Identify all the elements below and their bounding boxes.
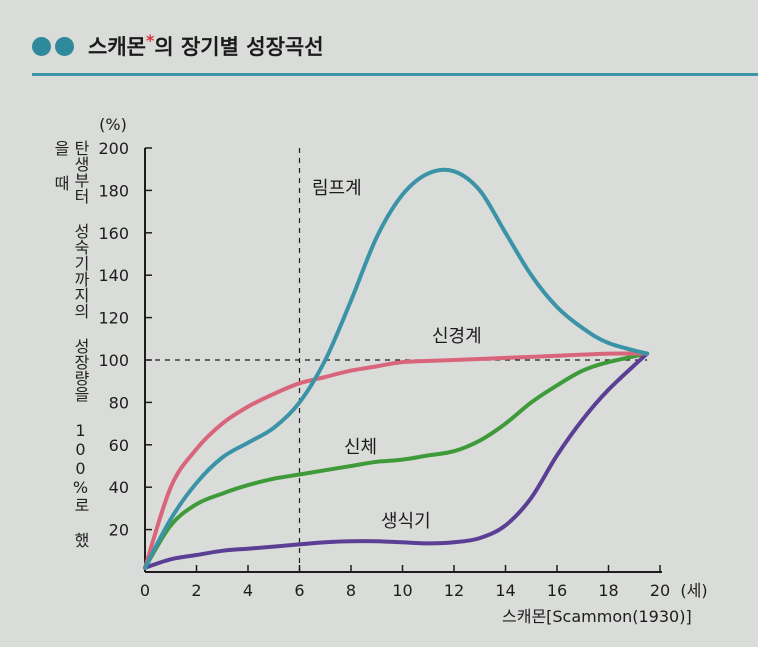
y-tick-label: 60 <box>109 436 129 455</box>
nerve-label: 신경계 <box>432 326 482 347</box>
bullet-dot-icon <box>32 36 51 56</box>
lymph-line <box>143 167 650 570</box>
x-tick-label: 18 <box>598 581 618 600</box>
y-tick-label: 100 <box>98 351 129 370</box>
body-line <box>143 351 650 570</box>
x-tick-label: 12 <box>444 581 464 600</box>
y-tick-label: 160 <box>98 224 129 243</box>
nerve-line <box>143 351 650 570</box>
chart-header: 스캐몬*의 장기별 성장곡선 <box>32 30 324 62</box>
x-tick-label: 10 <box>392 581 412 600</box>
y-axis-label-wrap: 탄생부터 성숙기까지의 성장량을 100%로 했을 때 <box>50 140 90 560</box>
x-unit-label: (세) <box>680 581 707 600</box>
y-tick-label: 80 <box>109 393 129 412</box>
y-unit-label: (%) <box>99 115 127 134</box>
x-tick-label: 6 <box>294 581 304 600</box>
y-tick-label: 200 <box>98 139 129 158</box>
y-tick-label: 120 <box>98 309 129 328</box>
bullet-dot-icon <box>55 36 74 56</box>
y-tick-label: 20 <box>109 521 129 540</box>
chart-title: 스캐몬*의 장기별 성장곡선 <box>88 31 324 59</box>
lymph-label: 림프계 <box>312 178 362 199</box>
repro-label: 생식기 <box>381 511 431 532</box>
x-tick-label: 8 <box>346 581 356 600</box>
y-tick-label: 140 <box>98 266 129 285</box>
x-tick-label: 20 <box>650 581 670 600</box>
x-tick-label: 0 <box>140 581 150 600</box>
x-tick-label: 14 <box>495 581 515 600</box>
x-tick-label: 4 <box>243 581 253 600</box>
header-divider <box>32 73 758 76</box>
y-axis-label: 탄생부터 성숙기까지의 성장량을 100%로 했을 때 <box>51 140 90 548</box>
body-label: 신체 <box>344 437 377 458</box>
x-tick-label: 16 <box>547 581 567 600</box>
repro-line <box>143 351 650 570</box>
y-tick-label: 180 <box>98 181 129 200</box>
footnote-mark: * <box>145 31 155 50</box>
x-tick-label: 2 <box>191 581 201 600</box>
source-citation: 스캐몬[Scammon(1930)] <box>502 607 692 626</box>
y-tick-label: 40 <box>109 478 129 497</box>
